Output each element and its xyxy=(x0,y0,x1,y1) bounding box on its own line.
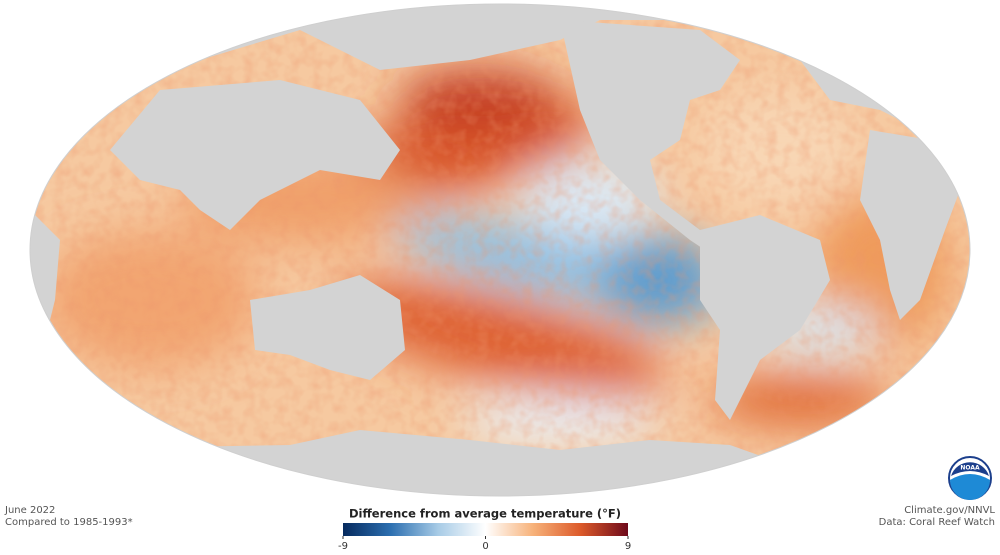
date-label: June 2022 xyxy=(4,505,55,516)
colorbar xyxy=(343,523,628,536)
credit-label: Climate.gov/NNVL xyxy=(904,505,995,516)
colorbar-tick-label: 0 xyxy=(482,541,488,552)
colorbar-tick-label: 9 xyxy=(625,541,631,552)
colorbar-tick-label: -9 xyxy=(338,541,348,552)
noaa-logo: NOAA xyxy=(948,456,992,500)
source-label: Data: Coral Reef Watch xyxy=(879,517,995,528)
baseline-label: Compared to 1985-1993* xyxy=(5,517,133,528)
legend-title: Difference from average temperature (°F) xyxy=(349,507,621,521)
logo-text: NOAA xyxy=(960,465,980,472)
globe-outline xyxy=(29,3,971,497)
ocean-anomaly xyxy=(30,4,970,496)
